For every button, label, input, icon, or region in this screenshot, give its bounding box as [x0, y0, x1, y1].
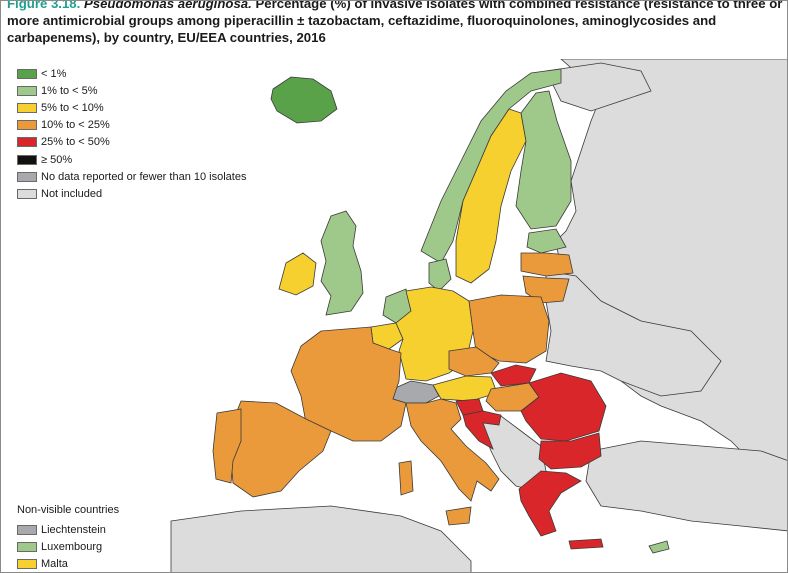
legend-label: 10% to < 25%: [41, 119, 110, 132]
legend-label: 25% to < 50%: [41, 136, 110, 149]
region-slovakia: [490, 364, 537, 387]
legend-item: 1% to < 5%: [17, 82, 246, 99]
legend-label: Not included: [41, 187, 103, 200]
legend-swatch: [17, 524, 37, 535]
region-denmark: [428, 258, 452, 292]
legend-item: No data reported or fewer than 10 isolat…: [17, 168, 246, 185]
legend-label: 1% to < 5%: [41, 84, 98, 97]
figure-title: Figure 3.18. Pseudomonas aeruginosa. Per…: [7, 0, 783, 46]
legend-swatch: [17, 154, 37, 165]
region-croatia: [462, 410, 502, 450]
region-bulgaria: [538, 432, 602, 470]
legend-swatch: [17, 68, 37, 79]
region-estonia: [526, 228, 567, 254]
region-lithuania: [522, 275, 570, 304]
non-visible-item: Malta: [17, 555, 119, 572]
region-norway: [420, 68, 562, 264]
region-turkey: [585, 440, 787, 532]
region-finland: [515, 90, 572, 230]
region-sardinia: [398, 460, 414, 496]
legend-item: 25% to < 50%: [17, 134, 246, 151]
figure-number: Figure 3.18.: [7, 0, 81, 11]
legend-item: ≥ 50%: [17, 151, 246, 168]
legend: < 1% 1% to < 5% 5% to < 10% 10% to < 25%…: [17, 65, 246, 203]
legend-swatch: [17, 541, 37, 552]
legend-item: 10% to < 25%: [17, 117, 246, 134]
non-visible-label: Malta: [41, 557, 68, 570]
region-ireland: [278, 252, 317, 296]
legend-label: < 1%: [41, 67, 67, 80]
legend-item: 5% to < 10%: [17, 99, 246, 116]
non-visible-label: Liechtenstein: [41, 523, 106, 536]
region-belarus-ukraine: [545, 270, 722, 397]
region-crete: [568, 538, 604, 550]
region-greece: [518, 470, 582, 537]
europe-map: [1, 59, 787, 572]
non-visible-item: Liechtenstein: [17, 521, 119, 538]
non-visible-item: Luxembourg: [17, 538, 119, 555]
non-visible-label: Luxembourg: [41, 540, 103, 553]
legend-swatch: [17, 188, 37, 199]
region-iceland: [270, 76, 338, 124]
title-text: Percentage (%) of invasive isolates with…: [7, 0, 783, 45]
region-uk: [320, 210, 364, 316]
region-portugal: [212, 408, 242, 484]
legend-label: ≥ 50%: [41, 153, 73, 166]
legend-swatch: [17, 120, 37, 131]
legend-swatch: [17, 102, 37, 113]
region-poland: [468, 294, 550, 364]
legend-item: Not included: [17, 185, 246, 202]
region-cyprus: [648, 540, 670, 554]
legend-label: No data reported or fewer than 10 isolat…: [41, 170, 247, 183]
legend-label: 5% to < 10%: [41, 101, 104, 114]
organism-name: Pseudomonas aeruginosa.: [83, 0, 252, 11]
region-sweden: [455, 108, 527, 284]
region-france: [290, 326, 407, 442]
region-north-africa: [170, 505, 472, 572]
legend-item: < 1%: [17, 65, 246, 82]
non-visible-title: Non-visible countries: [17, 504, 120, 516]
region-sicily: [445, 506, 472, 526]
legend-swatch: [17, 558, 37, 569]
legend-swatch: [17, 85, 37, 96]
region-italy: [405, 398, 500, 502]
region-latvia: [520, 252, 574, 277]
non-visible-countries: Non-visible countries Liechtenstein Luxe…: [17, 504, 120, 572]
region-kola: [545, 62, 652, 112]
legend-swatch: [17, 171, 37, 182]
legend-swatch: [17, 137, 37, 148]
